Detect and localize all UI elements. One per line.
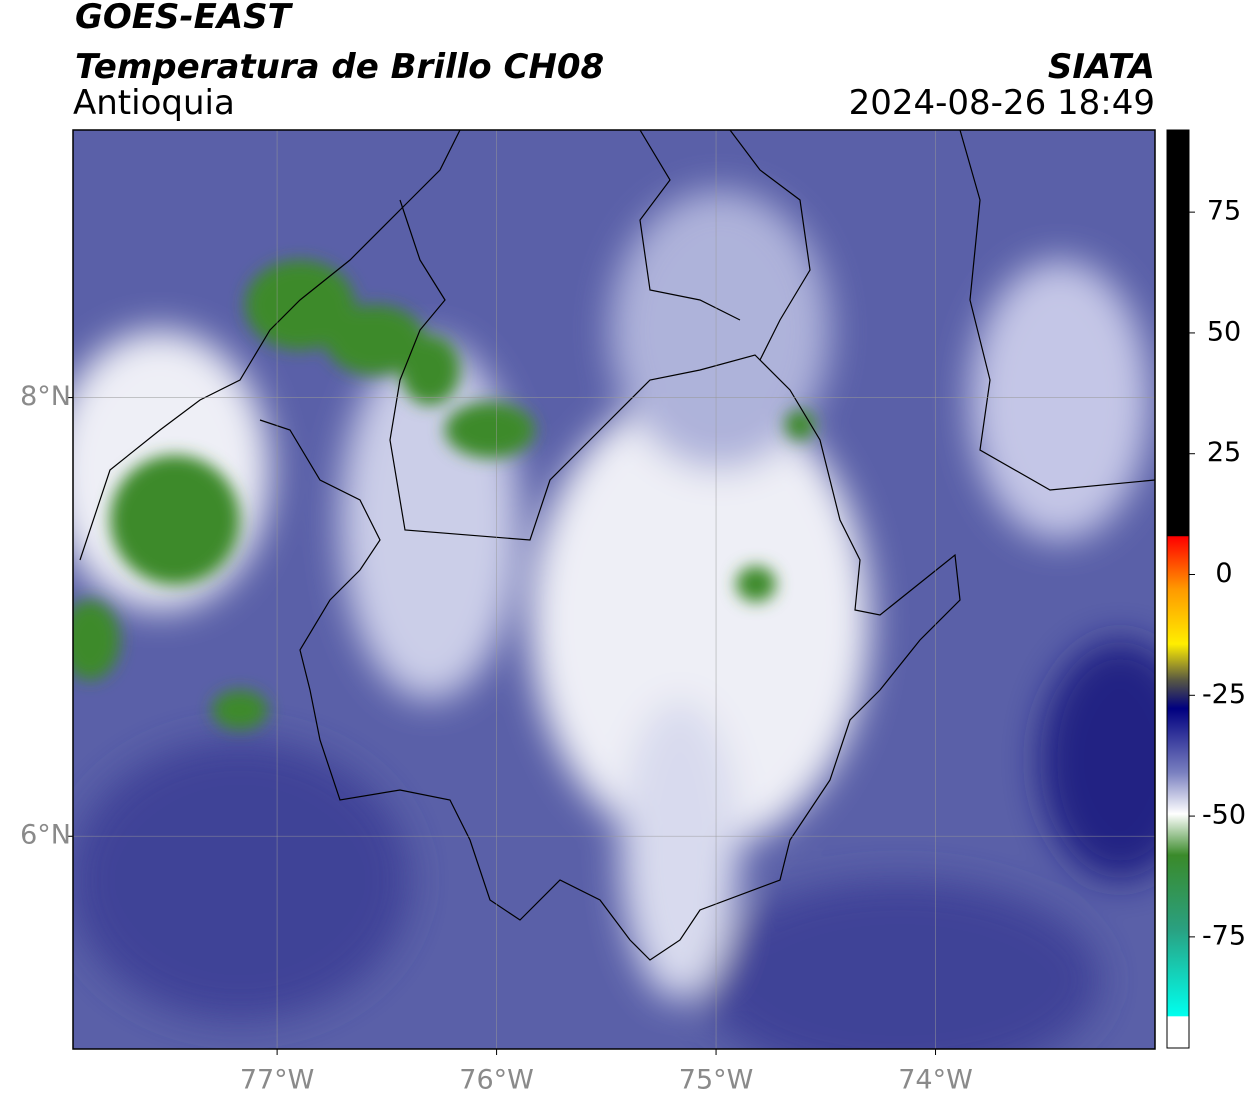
grid	[73, 130, 1155, 1049]
subtitle: Temperatura de Brillo CH08	[75, 47, 604, 87]
datetime: 2024-08-26 18:49	[849, 83, 1155, 123]
colorbar-tick-label: -50	[1202, 800, 1246, 831]
colorbar-tick-label: -75	[1202, 920, 1246, 951]
x-tick-label: 76°W	[459, 1065, 534, 1096]
map-frame	[72, 129, 1156, 1050]
colorbar-tick-label: 50	[1207, 316, 1241, 347]
colorbar-tick-label: 25	[1207, 437, 1241, 468]
source: SIATA	[1048, 47, 1155, 87]
x-tick-label: 75°W	[679, 1065, 754, 1096]
x-tick-label: 77°W	[240, 1065, 315, 1096]
region: Antioquia	[73, 83, 235, 123]
colorbar	[1166, 129, 1190, 1049]
colorbar-tick-label: 75	[1207, 196, 1241, 227]
colorbar-tick-label: -25	[1202, 679, 1246, 710]
y-tick-label: 6°N	[20, 820, 71, 851]
map-image	[73, 130, 1155, 1049]
colorbar-tick-label: 0	[1215, 558, 1232, 589]
title: GOES-EAST	[75, 0, 294, 37]
y-tick-label: 8°N	[20, 381, 71, 412]
x-tick-label: 74°W	[898, 1065, 973, 1096]
